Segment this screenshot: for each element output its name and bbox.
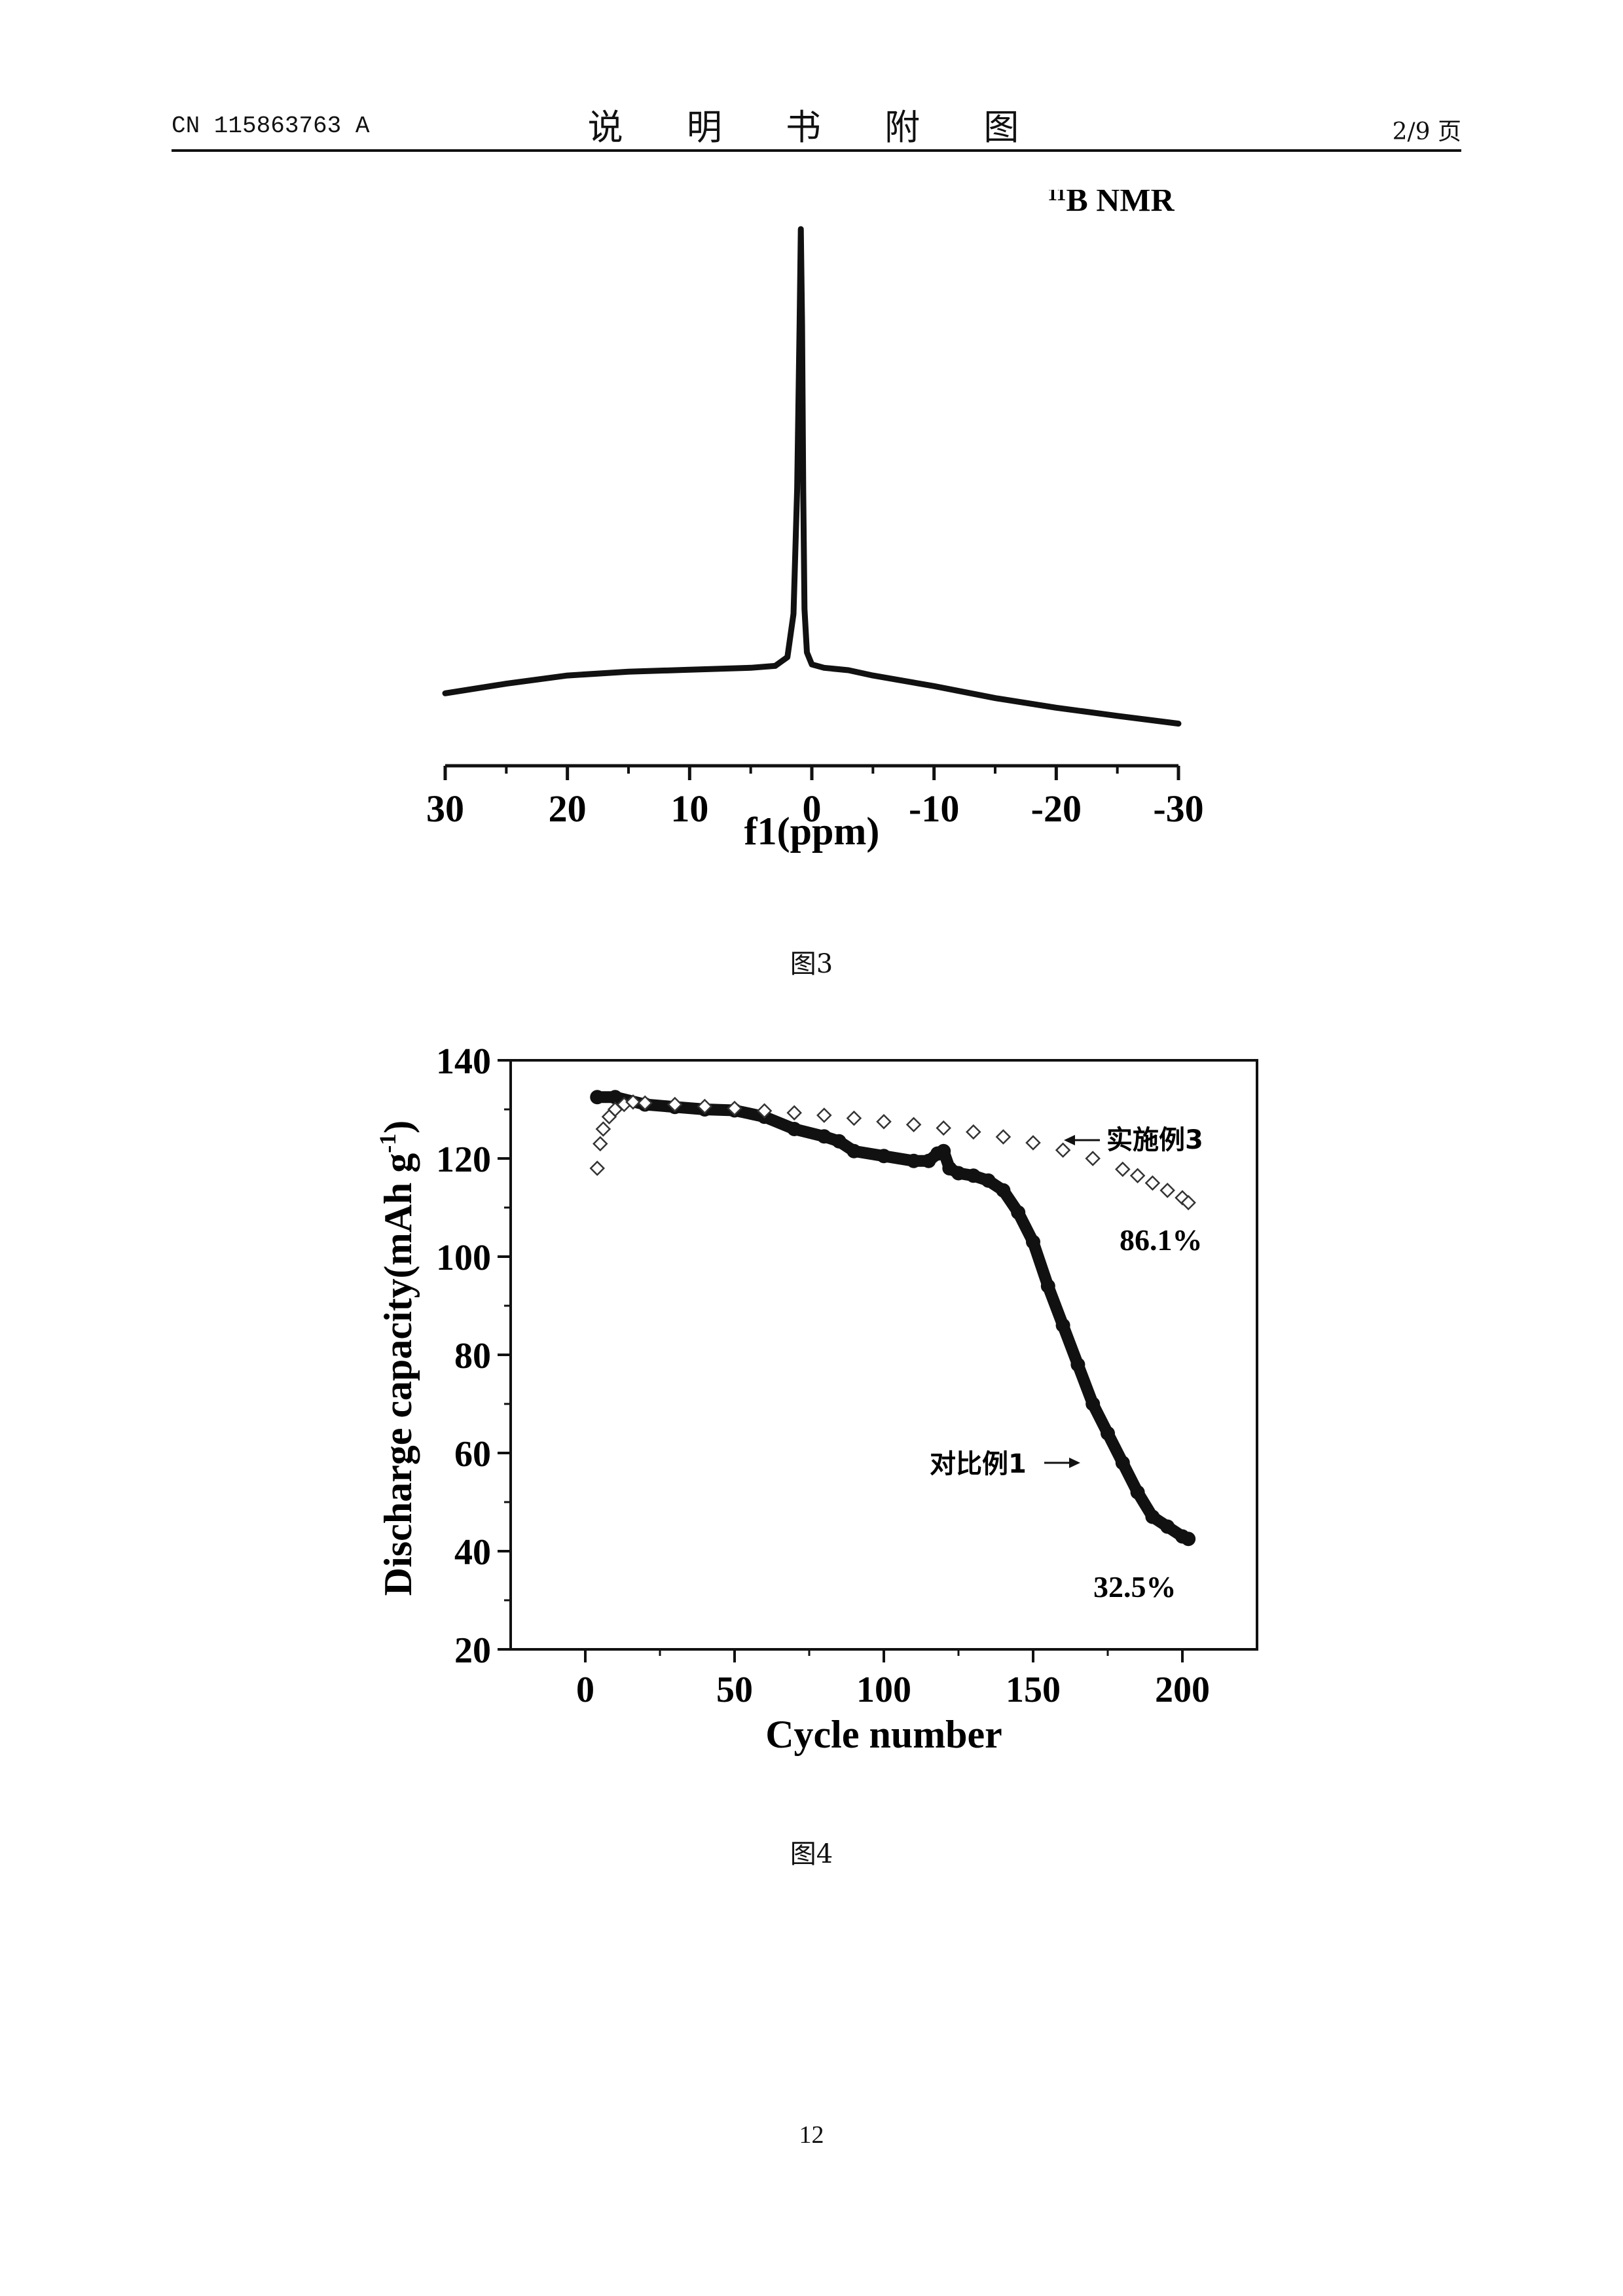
nmr-x-tick-label: 30 [426,787,464,830]
page-header: CN 115863763 A 说 明 书 附 图 2/9 页 [172,98,1461,151]
example-3-label: 实施例3 [1106,1125,1203,1155]
nmr-x-tick-label: 0 [803,787,822,830]
cycling-y-tick-label: 120 [436,1139,491,1180]
nmr-x-tick-label: -20 [1031,787,1082,830]
example-3-point [589,1160,606,1176]
cycling-y-tick-label: 20 [454,1630,491,1671]
example-3-point [995,1129,1012,1145]
cycling-x-tick-label: 50 [716,1670,753,1710]
nmr-nucleus-text: B NMR [1066,190,1175,218]
example-3-point [727,1100,742,1117]
example-3-point [905,1117,922,1133]
page-number: 12 [799,2121,824,2149]
example-3-point [1144,1175,1161,1191]
page-of-indicator: 2/9 页 [1392,118,1461,145]
example-3-point [637,1095,653,1111]
nmr-spectrum-line [442,226,1182,727]
example-3-point [1055,1142,1071,1158]
example-3-point [786,1105,802,1121]
cycling-x-tick-label: 100 [856,1670,911,1710]
cycling-chart: Discharge capacity(mAh g-1) 20 40 60 80 100 1… [374,1041,1258,1756]
example-3-point [593,1136,608,1152]
example-3-point [625,1094,641,1110]
example-3-point [1115,1161,1131,1177]
example-3-point [667,1096,683,1113]
cycling-x-tick-label: 150 [1006,1670,1061,1710]
comparative-1-label: 对比例1 [930,1449,1027,1479]
header-title: 说 明 书 附 图 [587,107,1046,148]
cycling-y-tick-label: 60 [454,1434,491,1475]
nmr-chart: 11B NMR 30 20 10 0 -10 -20 -30 f1(ppm) [426,190,1204,853]
header-rule [172,149,1461,152]
example-3-point [756,1103,773,1119]
example-3-point [1085,1151,1101,1166]
cycling-y-tick-label: 100 [436,1238,491,1278]
nmr-x-tick-label: -10 [909,787,959,830]
nmr-nucleus-superscript: 11 [1048,190,1066,205]
example-3-point [697,1098,713,1115]
cycling-y-tick-label: 140 [436,1041,491,1082]
nmr-nucleus-label: 11B NMR [1048,190,1175,218]
example-3-retention: 86.1% [1120,1223,1203,1257]
example-3-point [595,1121,611,1137]
cycling-y-axis-label-close: ) [376,1121,420,1134]
example-3-point [816,1107,832,1123]
comparative-1-arrowhead [1069,1458,1080,1468]
comparative-1-line [591,1091,1195,1545]
cycling-y-axis-label-superscript: -1 [374,1134,401,1153]
example-3-point [1180,1194,1196,1211]
example-3-point [936,1120,951,1136]
cycling-y-axis-label: Discharge capacity(mAh g-1) [374,1121,420,1596]
comparative-1-retention: 32.5% [1093,1570,1176,1604]
example-3-point [1025,1135,1041,1151]
nmr-x-axis-label: f1(ppm) [744,810,880,853]
example-3-point [1159,1182,1175,1198]
example-3-point [966,1124,981,1140]
figure-3-caption: 图3 [790,949,833,979]
nmr-x-tick-label: -30 [1153,787,1203,830]
nmr-x-tick-label: 20 [549,787,587,830]
cycling-x-tick-label: 200 [1155,1670,1210,1710]
cycling-y-tick-label: 80 [454,1336,491,1376]
cycling-y-tick-label: 40 [454,1532,491,1573]
example-3-point [1129,1168,1146,1184]
example-3-point [876,1113,892,1130]
cycling-x-axis-label: Cycle number [765,1713,1002,1756]
nmr-x-tick-label: 10 [670,787,708,830]
example-3-point [846,1110,862,1126]
document-number: CN 115863763 A [172,113,370,139]
example-3-arrowhead [1064,1135,1075,1145]
cycling-x-tick-label: 0 [576,1670,594,1710]
cycling-y-axis-label-main: Discharge capacity(mAh g [376,1153,420,1596]
figure-4-caption: 图4 [790,1839,833,1869]
